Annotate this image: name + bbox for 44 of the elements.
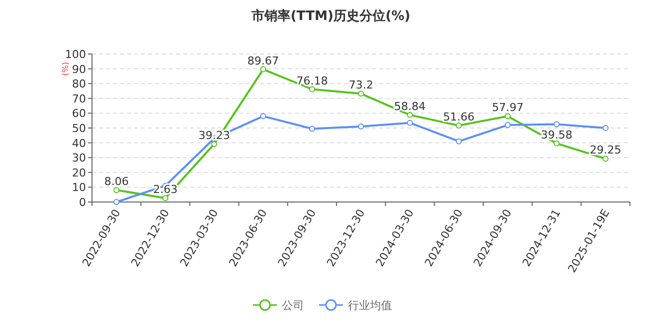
point bbox=[211, 140, 218, 147]
point bbox=[456, 138, 462, 144]
point bbox=[554, 121, 560, 128]
point bbox=[358, 124, 364, 130]
y-tick-label: 50 bbox=[72, 122, 86, 135]
point bbox=[406, 112, 413, 118]
y-tick-label: 90 bbox=[72, 62, 86, 76]
point bbox=[309, 126, 316, 132]
data-label: 76.18 bbox=[296, 74, 328, 88]
legend-label: 公司 bbox=[282, 299, 304, 312]
chart-title: 市销率(TTM)历史分位(%) bbox=[250, 8, 410, 24]
data-label: 57.97 bbox=[492, 101, 524, 114]
point bbox=[260, 66, 266, 72]
data-label: 39.58 bbox=[540, 128, 572, 142]
point bbox=[602, 125, 609, 131]
point bbox=[309, 86, 316, 92]
point bbox=[554, 140, 560, 146]
point bbox=[504, 113, 511, 120]
point bbox=[358, 90, 364, 97]
y-tick-label: 0 bbox=[79, 196, 86, 209]
y-axis-title: (%) bbox=[61, 62, 70, 76]
point bbox=[456, 122, 462, 129]
y-tick-label: 20 bbox=[72, 166, 86, 180]
y-tick-label: 60 bbox=[72, 107, 86, 120]
point bbox=[602, 156, 609, 162]
data-label: 51.66 bbox=[443, 110, 475, 124]
y-tick-label: 80 bbox=[72, 78, 86, 91]
data-label: 29.25 bbox=[590, 144, 622, 157]
point bbox=[113, 199, 120, 205]
y-tick-label: 40 bbox=[72, 136, 86, 150]
y-tick-label: 10 bbox=[72, 181, 86, 194]
data-label: 73.2 bbox=[348, 78, 374, 92]
data-label: 58.84 bbox=[394, 100, 426, 113]
point bbox=[406, 120, 413, 126]
data-label: 8.06 bbox=[104, 175, 129, 188]
legend-label: 行业均值 bbox=[348, 299, 392, 312]
point bbox=[504, 122, 511, 128]
point bbox=[113, 187, 120, 194]
y-tick-label: 30 bbox=[72, 152, 86, 165]
data-label: 89.67 bbox=[247, 54, 279, 68]
point bbox=[162, 195, 168, 202]
y-tick-label: 100 bbox=[65, 48, 86, 61]
y-tick-label: 70 bbox=[72, 92, 86, 106]
point bbox=[260, 113, 266, 120]
